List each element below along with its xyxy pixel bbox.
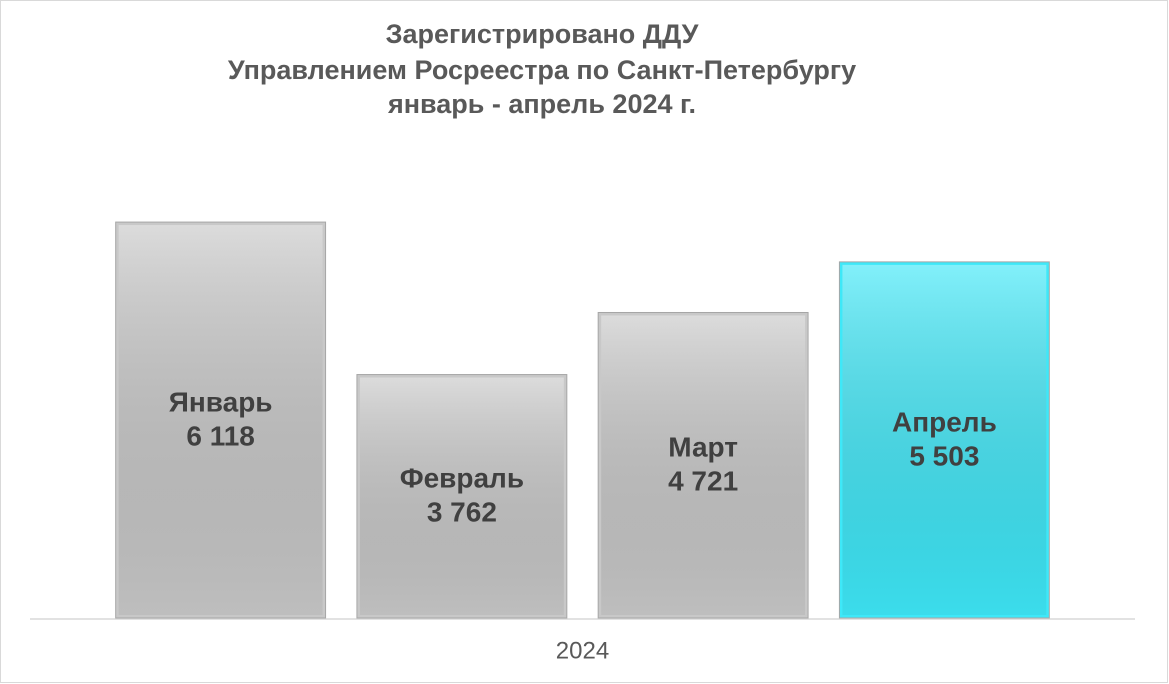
chart-title: Управлением Росреестра по Санкт-Петербур… <box>228 55 856 85</box>
x-tick-label: 2024 <box>556 637 609 664</box>
bar-shine <box>359 377 564 615</box>
chart-title: Зарегистрировано ДДУ <box>386 19 700 49</box>
chart-title: январь - апрель 2024 г. <box>387 89 696 119</box>
bar-shine <box>601 315 806 615</box>
data-label-name: Апрель <box>892 406 997 437</box>
data-label: 5 503 <box>909 440 979 471</box>
data-label: 4 721 <box>668 466 738 497</box>
data-label: 3 762 <box>427 497 497 528</box>
data-label-name: Январь <box>169 386 273 417</box>
data-label: 6 118 <box>186 420 255 451</box>
data-label-name: Март <box>668 432 738 463</box>
bar-shine <box>842 264 1047 615</box>
data-label-name: Февраль <box>400 463 524 494</box>
bar-shine <box>118 225 323 615</box>
